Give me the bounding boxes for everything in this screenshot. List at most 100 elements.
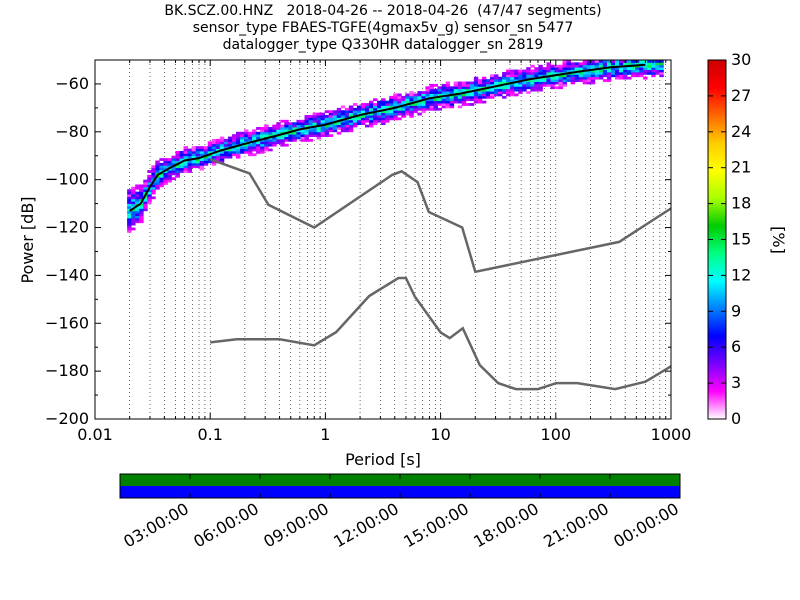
heatmap-cell — [252, 131, 257, 135]
heatmap-cell — [546, 83, 551, 87]
heatmap-cell — [199, 167, 205, 171]
heatmap-cell — [356, 110, 362, 114]
heatmap-cell — [397, 112, 402, 116]
heatmap-cell — [276, 129, 281, 133]
heatmap-cell — [348, 127, 354, 130]
heatmap-cell — [244, 146, 249, 149]
heatmap-cell — [534, 83, 539, 87]
heatmap-cell — [131, 213, 136, 216]
heatmap-cell — [413, 98, 418, 102]
heatmap-cell — [558, 86, 563, 90]
heatmap-cell — [260, 143, 265, 147]
heatmap-cell — [256, 134, 261, 137]
heatmap-cell — [284, 129, 289, 133]
heatmap-cell — [219, 160, 225, 164]
heatmap-cell — [494, 76, 499, 80]
heatmap-cell — [489, 83, 495, 87]
heatmap-cell — [429, 105, 434, 109]
heatmap-cell — [445, 86, 451, 90]
availability-tick-label: 12:00:00 — [330, 499, 402, 551]
heatmap-cell — [627, 62, 632, 66]
heatmap-cell — [219, 158, 225, 161]
heatmap-cell — [441, 88, 447, 92]
heatmap-cell — [562, 60, 568, 63]
heatmap-cell — [308, 127, 313, 130]
heatmap-cell — [203, 160, 209, 164]
heatmap-cell — [135, 205, 140, 209]
heatmap-cell — [268, 127, 273, 130]
heatmap-cell — [623, 76, 628, 80]
heatmap-cell — [235, 153, 241, 157]
heatmap-cell — [610, 74, 616, 78]
heatmap-cell — [502, 71, 507, 75]
heatmap-cell — [280, 119, 285, 123]
heatmap-cell — [542, 83, 547, 87]
heatmap-cell — [336, 127, 342, 130]
heatmap-cell — [393, 100, 398, 104]
heatmap-cell — [417, 107, 422, 111]
colorbar-tick-label: 15 — [731, 230, 751, 249]
heatmap-cell — [183, 153, 188, 157]
heatmap-cell — [659, 74, 664, 78]
heatmap-cell — [453, 91, 459, 94]
heatmap-cell — [252, 146, 257, 149]
heatmap-cell — [522, 88, 527, 92]
heatmap-cell — [135, 208, 140, 212]
heatmap-cell — [131, 189, 136, 193]
heatmap-cell — [365, 115, 370, 118]
heatmap-cell — [139, 191, 144, 195]
heatmap-cell — [187, 167, 193, 171]
heatmap-cell — [582, 81, 588, 85]
heatmap-cell — [312, 127, 318, 130]
heatmap-cell — [481, 81, 487, 85]
heatmap-cell — [489, 95, 495, 99]
heatmap-cell — [139, 184, 144, 188]
heatmap-cell — [570, 62, 576, 66]
heatmap-cell — [554, 76, 559, 80]
heatmap-cell — [304, 115, 309, 118]
heatmap-cell — [502, 88, 507, 92]
heatmap-cell — [191, 153, 197, 157]
colorbar-tick-label: 27 — [731, 86, 751, 105]
heatmap-cell — [510, 93, 515, 97]
heatmap-cell — [586, 64, 592, 68]
heatmap-cell — [546, 62, 551, 66]
heatmap-cell — [187, 153, 193, 157]
heatmap-cell — [223, 146, 229, 149]
heatmap-cell — [599, 55, 603, 58]
heatmap-cell — [554, 71, 559, 75]
heatmap-cell — [131, 208, 136, 212]
heatmap-cell — [171, 155, 176, 159]
heatmap-cell — [441, 105, 447, 109]
heatmap-cell — [248, 148, 253, 152]
heatmap-cell — [381, 98, 386, 102]
heatmap-cell — [594, 74, 600, 78]
heatmap-cell — [453, 98, 459, 102]
heatmap-cell — [183, 148, 188, 152]
heatmap-cell — [207, 160, 213, 164]
heatmap-cell — [159, 162, 164, 166]
heatmap-cell — [316, 134, 322, 137]
heatmap-cell — [227, 155, 233, 159]
heatmap-cell — [207, 150, 213, 154]
heatmap-cell — [393, 110, 398, 114]
heatmap-cell — [167, 158, 172, 161]
heatmap-cell — [502, 81, 507, 85]
heatmap-cell — [522, 83, 527, 87]
heatmap-cell — [268, 148, 273, 152]
heatmap-cell — [352, 110, 358, 114]
heatmap-cell — [360, 122, 366, 126]
heatmap-cell — [373, 115, 378, 118]
heatmap-cell — [530, 69, 535, 73]
heatmap-cell — [647, 71, 652, 75]
heatmap-cell — [502, 95, 507, 99]
heatmap-cell — [659, 69, 664, 73]
heatmap-cell — [570, 79, 576, 82]
heatmap-cell — [461, 88, 467, 92]
heatmap-cell — [457, 95, 463, 99]
heatmap-cell — [131, 198, 136, 202]
heatmap-cell — [457, 93, 463, 97]
heatmap-cell — [594, 60, 600, 63]
heatmap-cell — [623, 69, 628, 73]
heatmap-cell — [191, 155, 197, 159]
